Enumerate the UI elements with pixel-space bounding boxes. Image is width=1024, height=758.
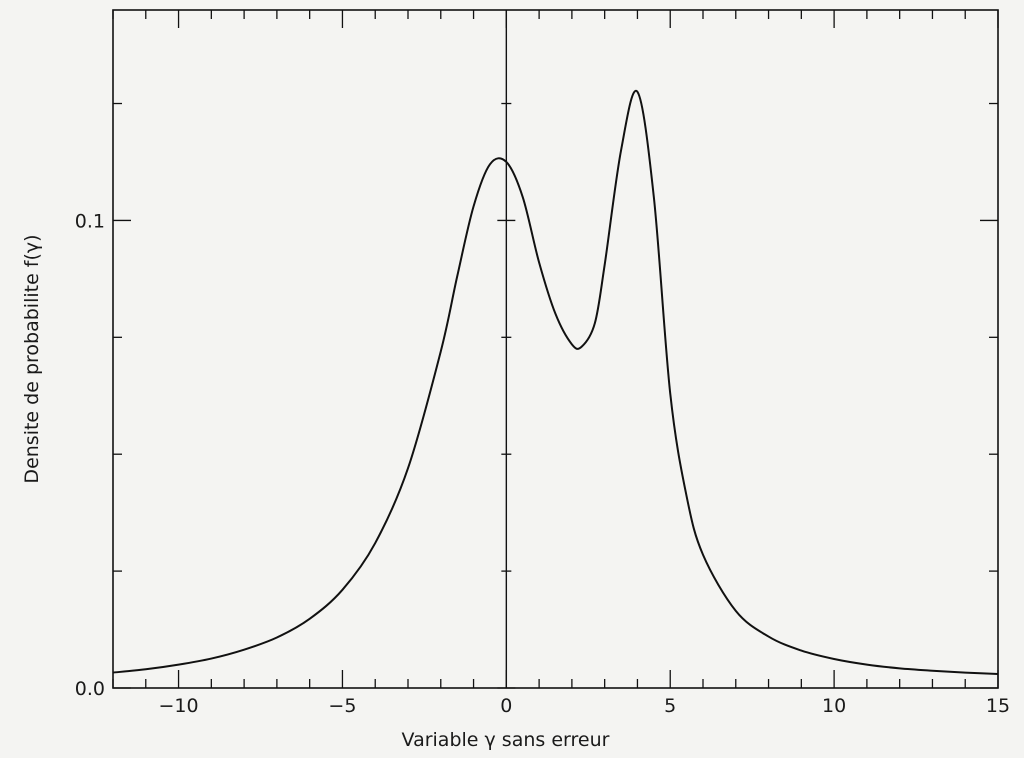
- x-tick-label: 0: [500, 695, 512, 717]
- y-tick-label: 0.0: [75, 678, 105, 700]
- major-ticks: [113, 10, 999, 689]
- x-tick-label: 5: [664, 695, 676, 717]
- plot-frame: [112, 9, 999, 689]
- y-tick-labels: 0.0 0.1: [75, 210, 105, 700]
- x-tick-labels: −10 −5 0 5 10 15: [159, 695, 1011, 717]
- x-tick-label: 15: [986, 695, 1010, 717]
- x-tick-label: −5: [328, 695, 356, 717]
- density-curve: [112, 89, 999, 675]
- x-tick-label: −10: [159, 695, 199, 717]
- minor-ticks: [112, 10, 998, 688]
- y-tick-label: 0.1: [75, 210, 105, 232]
- y-axis-label: Densite de probabilite f(γ): [21, 234, 43, 483]
- x-axis-label: Variable γ sans erreur: [402, 729, 610, 751]
- x-tick-label: 10: [822, 695, 846, 717]
